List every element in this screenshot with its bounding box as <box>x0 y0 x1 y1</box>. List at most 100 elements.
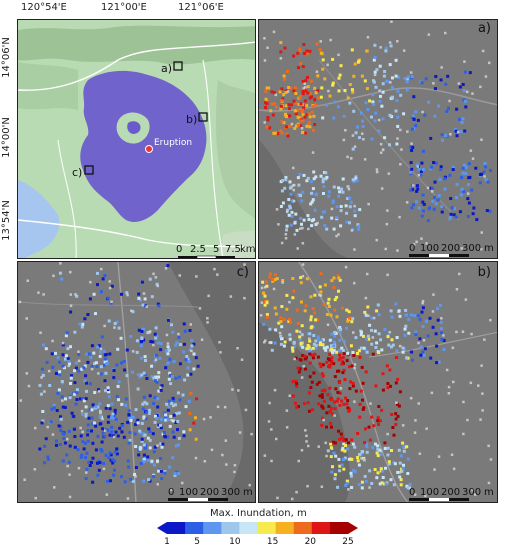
building-marker <box>333 330 337 334</box>
building-marker <box>177 375 181 379</box>
building-marker <box>321 67 325 71</box>
building-footprint <box>330 447 334 450</box>
building-marker <box>455 182 459 186</box>
building-marker <box>353 62 357 66</box>
building-marker <box>381 372 385 376</box>
building-marker <box>365 49 369 53</box>
building-marker <box>85 352 89 356</box>
building-marker <box>336 485 340 489</box>
building-marker <box>192 352 196 356</box>
colorbar-cell <box>275 522 295 534</box>
building-marker <box>320 395 324 399</box>
building-marker <box>434 332 438 336</box>
building-marker <box>338 330 342 334</box>
building-marker <box>79 434 83 438</box>
panel-scalebar: 0 100 200 300 m <box>409 487 494 501</box>
scalebar-tick: 5 <box>213 244 219 255</box>
building-marker <box>427 100 431 104</box>
building-marker <box>482 170 486 174</box>
building-marker <box>153 332 157 336</box>
building-footprint <box>307 227 310 231</box>
building-marker <box>300 300 303 304</box>
building-marker <box>401 350 405 354</box>
building-marker <box>40 421 44 425</box>
building-marker <box>263 303 267 307</box>
building-marker <box>364 101 368 105</box>
building-marker <box>97 344 101 348</box>
building-marker <box>102 461 106 465</box>
building-footprint <box>342 138 346 142</box>
building-marker <box>353 214 357 218</box>
building-footprint <box>237 389 240 392</box>
building-footprint <box>480 247 483 251</box>
building-marker <box>313 86 317 90</box>
building-marker <box>120 475 123 479</box>
building-marker <box>81 397 85 400</box>
building-marker <box>364 427 367 431</box>
building-marker <box>141 432 145 436</box>
building-footprint <box>209 416 212 419</box>
building-marker <box>69 345 72 349</box>
building-marker <box>368 99 372 103</box>
building-marker <box>373 70 377 74</box>
building-footprint <box>103 324 106 328</box>
building-marker <box>138 375 142 379</box>
building-marker <box>333 400 336 404</box>
building-marker <box>443 175 447 179</box>
building-marker <box>59 415 62 419</box>
building-marker <box>427 207 431 211</box>
building-footprint <box>263 286 267 289</box>
building-marker <box>127 416 131 420</box>
building-marker <box>172 360 176 364</box>
building-marker <box>319 290 323 294</box>
building-marker <box>159 342 163 346</box>
scalebar-tick: 0 <box>409 243 415 254</box>
building-marker <box>399 454 403 458</box>
building-marker <box>332 348 336 352</box>
building-footprint <box>81 430 84 434</box>
building-marker <box>307 349 311 353</box>
building-marker <box>439 165 443 169</box>
building-marker <box>143 304 147 308</box>
building-marker <box>405 77 409 81</box>
building-footprint <box>291 184 295 187</box>
building-marker <box>73 369 76 373</box>
building-marker <box>362 458 366 462</box>
building-marker <box>99 290 103 294</box>
building-marker <box>275 105 278 109</box>
building-marker <box>314 103 318 107</box>
building-marker <box>294 86 297 90</box>
building-footprint <box>307 444 310 448</box>
building-footprint <box>450 453 454 456</box>
building-marker <box>344 204 348 208</box>
building-marker <box>294 101 298 105</box>
building-marker <box>73 445 77 449</box>
building-marker <box>411 145 415 149</box>
building-marker <box>330 332 334 336</box>
building-marker <box>423 113 427 117</box>
building-marker <box>144 417 148 421</box>
building-footprint <box>346 155 349 159</box>
building-footprint <box>34 496 37 500</box>
building-marker <box>316 96 320 100</box>
building-marker <box>436 318 440 322</box>
building-marker <box>449 197 453 200</box>
building-marker <box>303 309 307 313</box>
colorbar-tick-label: 5 <box>194 537 200 547</box>
building-marker <box>109 479 112 483</box>
building-marker <box>340 362 344 366</box>
building-marker <box>131 479 135 483</box>
building-marker <box>94 424 98 428</box>
building-footprint <box>344 129 347 132</box>
building-marker <box>184 405 188 409</box>
building-marker <box>336 391 340 394</box>
building-footprint <box>61 341 65 345</box>
building-marker <box>358 136 361 140</box>
building-marker <box>359 333 363 337</box>
colorbar-cell <box>203 522 222 534</box>
building-marker <box>289 321 293 324</box>
building-marker <box>90 460 93 464</box>
building-marker <box>108 433 112 437</box>
building-footprint <box>487 444 490 448</box>
building-footprint <box>337 233 340 236</box>
